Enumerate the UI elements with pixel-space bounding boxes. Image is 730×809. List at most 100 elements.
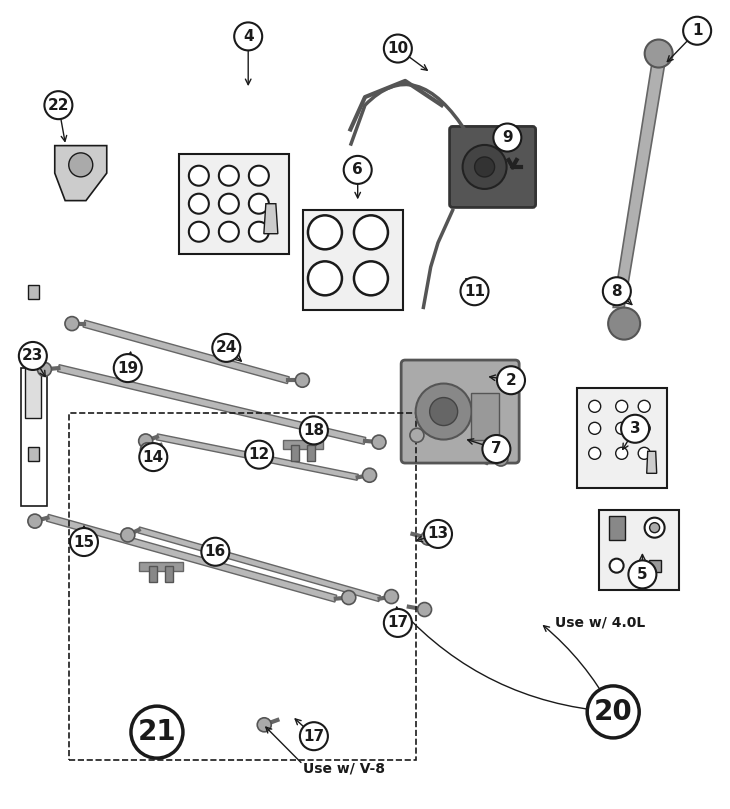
Circle shape bbox=[249, 166, 269, 186]
Text: 9: 9 bbox=[502, 130, 512, 145]
Circle shape bbox=[615, 422, 628, 434]
Text: 20: 20 bbox=[593, 698, 633, 726]
Bar bbox=[69, 413, 416, 760]
Bar bbox=[28, 286, 39, 299]
Polygon shape bbox=[613, 58, 666, 307]
Circle shape bbox=[219, 166, 239, 186]
FancyBboxPatch shape bbox=[450, 126, 536, 207]
Text: 10: 10 bbox=[388, 41, 408, 56]
Circle shape bbox=[354, 261, 388, 295]
Text: 19: 19 bbox=[118, 361, 138, 375]
Polygon shape bbox=[156, 434, 358, 481]
Text: 21: 21 bbox=[138, 718, 176, 746]
Circle shape bbox=[344, 156, 372, 184]
Bar bbox=[179, 154, 289, 254]
Text: 16: 16 bbox=[204, 544, 226, 559]
Polygon shape bbox=[138, 527, 380, 602]
Circle shape bbox=[587, 686, 639, 738]
FancyBboxPatch shape bbox=[402, 360, 519, 463]
Circle shape bbox=[139, 443, 167, 471]
Bar bbox=[28, 447, 39, 461]
Circle shape bbox=[588, 400, 601, 413]
Circle shape bbox=[494, 452, 508, 466]
Polygon shape bbox=[83, 320, 289, 383]
Text: 11: 11 bbox=[464, 284, 485, 299]
Circle shape bbox=[415, 383, 472, 439]
Circle shape bbox=[114, 354, 142, 382]
Circle shape bbox=[189, 222, 209, 242]
Circle shape bbox=[645, 518, 664, 538]
Circle shape bbox=[296, 373, 310, 388]
Circle shape bbox=[615, 447, 628, 460]
Circle shape bbox=[384, 609, 412, 637]
Circle shape bbox=[588, 447, 601, 460]
Polygon shape bbox=[429, 430, 491, 464]
Circle shape bbox=[384, 35, 412, 62]
Circle shape bbox=[588, 422, 601, 434]
Text: 22: 22 bbox=[47, 98, 69, 112]
Circle shape bbox=[424, 520, 452, 548]
Circle shape bbox=[474, 157, 495, 177]
Polygon shape bbox=[283, 440, 323, 450]
Text: 13: 13 bbox=[428, 527, 448, 541]
Polygon shape bbox=[47, 515, 337, 602]
Circle shape bbox=[410, 428, 424, 443]
Circle shape bbox=[28, 515, 42, 528]
Text: 6: 6 bbox=[353, 163, 363, 177]
Bar bbox=[21, 368, 47, 506]
Bar bbox=[648, 560, 661, 572]
Circle shape bbox=[300, 417, 328, 444]
Circle shape bbox=[610, 559, 623, 573]
Text: Use w/ V-8: Use w/ V-8 bbox=[303, 761, 385, 776]
Bar bbox=[609, 515, 625, 540]
Circle shape bbox=[461, 277, 488, 305]
Text: 24: 24 bbox=[215, 341, 237, 355]
Circle shape bbox=[212, 334, 240, 362]
Polygon shape bbox=[264, 204, 278, 234]
Circle shape bbox=[19, 342, 47, 370]
Text: 14: 14 bbox=[143, 450, 164, 464]
Text: 7: 7 bbox=[491, 442, 502, 456]
Circle shape bbox=[219, 222, 239, 242]
Text: 8: 8 bbox=[612, 284, 622, 299]
Circle shape bbox=[219, 193, 239, 214]
Bar bbox=[307, 445, 315, 461]
Circle shape bbox=[69, 153, 93, 177]
Circle shape bbox=[608, 307, 640, 340]
Text: 17: 17 bbox=[388, 616, 408, 630]
Polygon shape bbox=[139, 561, 182, 571]
Circle shape bbox=[354, 215, 388, 249]
Circle shape bbox=[189, 193, 209, 214]
Text: 18: 18 bbox=[304, 423, 324, 438]
Bar bbox=[164, 566, 172, 582]
Circle shape bbox=[615, 400, 628, 413]
Text: 23: 23 bbox=[22, 349, 44, 363]
Circle shape bbox=[201, 538, 229, 565]
Bar bbox=[303, 210, 403, 311]
Circle shape bbox=[139, 434, 153, 448]
Polygon shape bbox=[58, 365, 366, 444]
Circle shape bbox=[430, 397, 458, 426]
Circle shape bbox=[621, 415, 649, 443]
Circle shape bbox=[257, 718, 272, 732]
Polygon shape bbox=[55, 146, 107, 201]
Circle shape bbox=[342, 591, 356, 604]
Circle shape bbox=[249, 222, 269, 242]
Circle shape bbox=[638, 400, 650, 413]
Circle shape bbox=[463, 145, 507, 189]
Circle shape bbox=[308, 215, 342, 249]
Circle shape bbox=[650, 523, 660, 532]
Circle shape bbox=[37, 362, 51, 376]
Bar bbox=[599, 510, 679, 590]
Circle shape bbox=[421, 531, 435, 545]
Circle shape bbox=[234, 23, 262, 50]
Circle shape bbox=[483, 435, 510, 463]
Circle shape bbox=[418, 603, 431, 616]
Bar bbox=[577, 388, 666, 489]
Text: 17: 17 bbox=[304, 729, 324, 743]
Text: 15: 15 bbox=[74, 535, 94, 549]
Circle shape bbox=[131, 706, 183, 758]
Circle shape bbox=[645, 40, 672, 67]
Circle shape bbox=[65, 316, 79, 331]
Polygon shape bbox=[647, 451, 657, 473]
